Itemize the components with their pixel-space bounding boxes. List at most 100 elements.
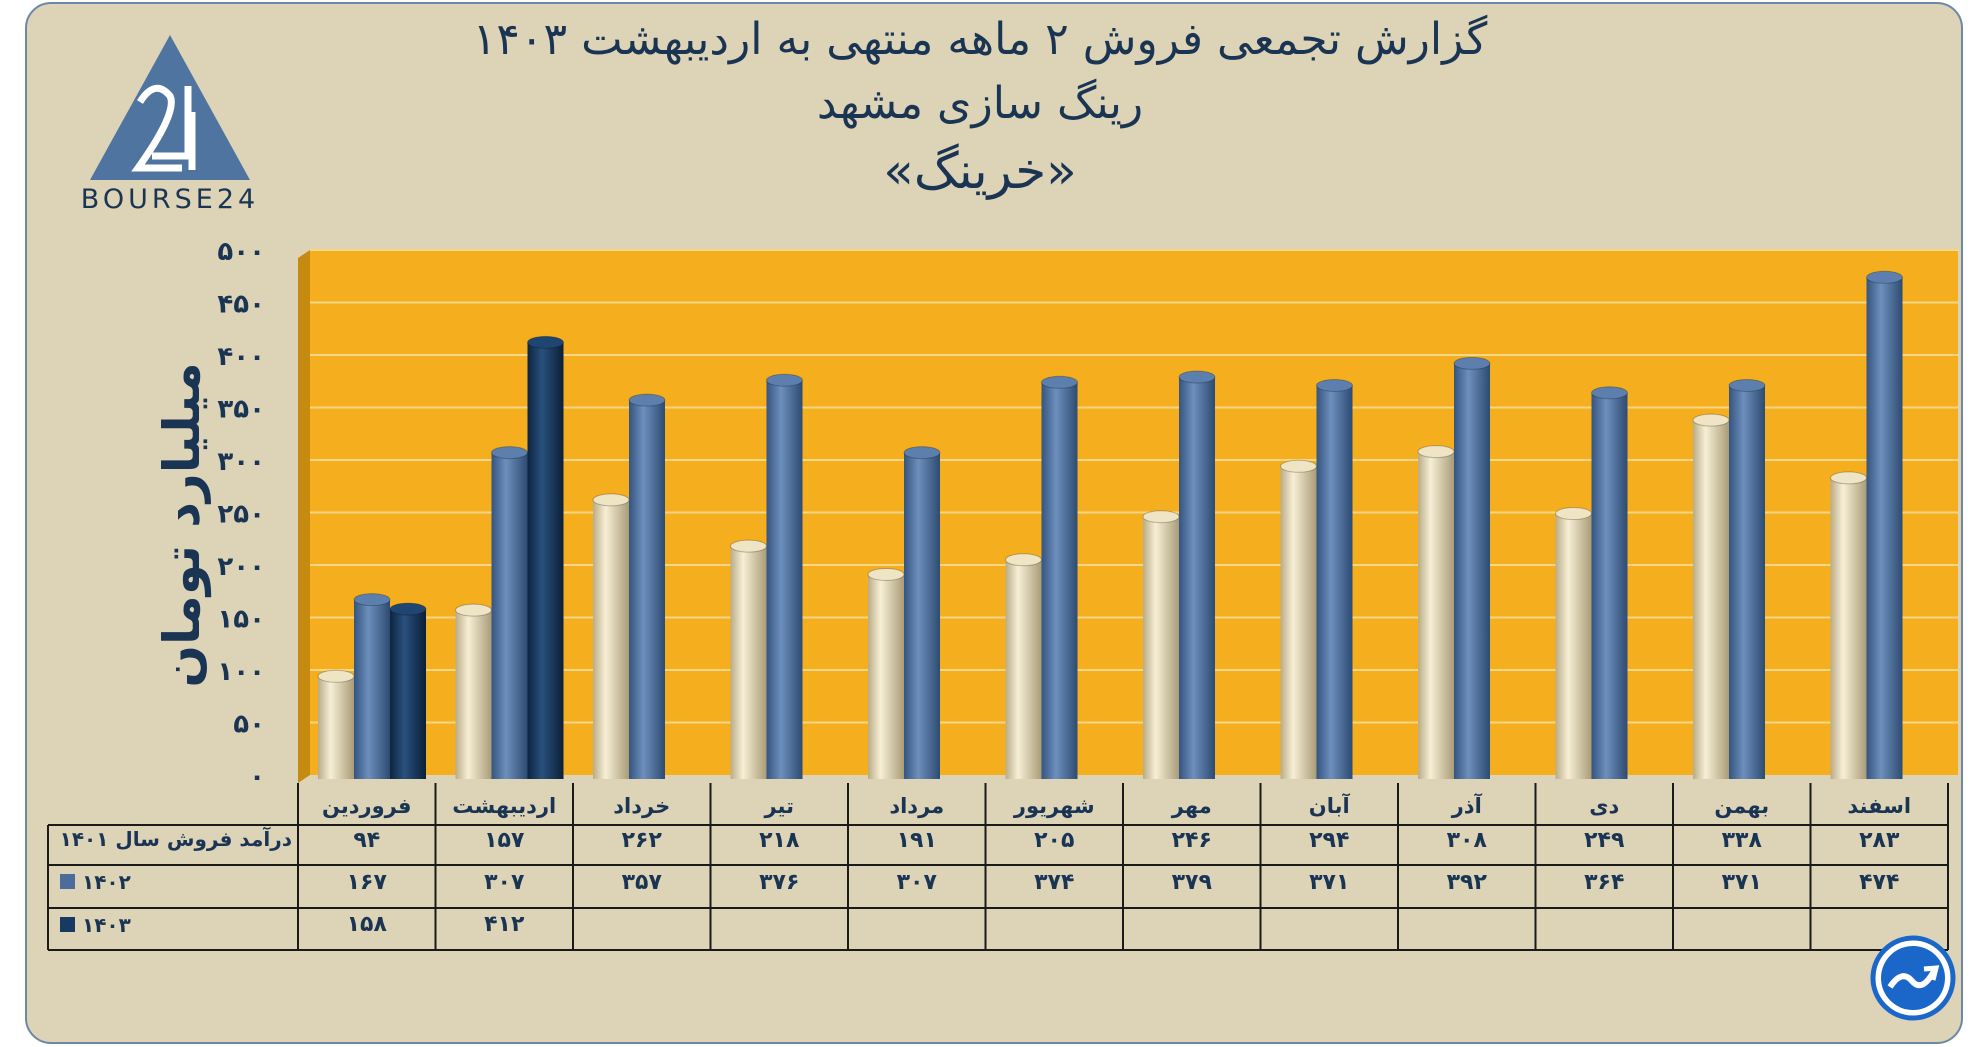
x-tick-label: دی [1589, 794, 1619, 818]
bar-cap [455, 603, 492, 617]
y-tick-label: ۵۰ [233, 710, 265, 740]
bar-cap [527, 335, 564, 349]
company-symbol: «خرینگ» [883, 142, 1077, 200]
legend-label-1402: ۱۴۰۲ [82, 870, 131, 894]
data-label: ۳۰۷ [897, 870, 938, 895]
y-tick-label: ۴۵۰ [217, 290, 265, 320]
bar-cap [1692, 413, 1730, 427]
y-tick-label: ۱۵۰ [217, 605, 265, 635]
bar [1280, 466, 1317, 779]
data-label: ۳۷۹ [1172, 870, 1212, 895]
bar-cap [1555, 507, 1592, 521]
trend-arrow-icon[interactable] [1870, 935, 1956, 1021]
data-label: ۲۴۶ [1172, 828, 1212, 853]
data-label: ۱۵۸ [347, 912, 388, 937]
bar [1041, 382, 1078, 779]
bar [354, 599, 390, 779]
data-label: ۱۶۷ [347, 870, 388, 895]
bar [527, 342, 564, 779]
data-label: ۳۵۷ [622, 870, 663, 895]
x-tick-label: تیر [763, 794, 794, 818]
data-label: ۳۳۸ [1722, 828, 1763, 853]
plot-side-wall [298, 250, 310, 783]
data-label: ۲۹۴ [1309, 828, 1349, 853]
legend-label-1401: درآمد فروش سال ۱۴۰۱ [60, 826, 292, 851]
data-label: ۱۹۱ [897, 828, 937, 853]
logo-text: BOURSE24 [80, 184, 260, 215]
data-label: ۱۵۷ [484, 828, 525, 853]
bar [1005, 559, 1042, 779]
x-tick-label: بهمن [1714, 794, 1769, 818]
y-tick-label: ۲۰۰ [217, 552, 265, 582]
y-tick-label: ۵۰۰ [217, 237, 265, 267]
bar-cap [1142, 510, 1180, 524]
data-label: ۳۰۷ [484, 870, 525, 895]
data-label: ۲۰۵ [1034, 828, 1074, 853]
bar [868, 574, 904, 779]
bar-cap [730, 539, 767, 553]
y-tick-label: ۴۰۰ [217, 342, 265, 372]
bar-cap [903, 446, 941, 460]
bar [730, 546, 767, 779]
x-tick-label: مهر [1171, 794, 1212, 818]
legend-label-1403: ۱۴۰۳ [82, 913, 131, 937]
x-tick-label: شهریور [1013, 794, 1095, 818]
bar-cap [1728, 378, 1766, 392]
bar-cap [1280, 459, 1317, 473]
bar [390, 609, 426, 779]
chart-title: گزارش تجمعی فروش ۲ ماهه منتهی به اردیبهش… [472, 14, 1488, 65]
data-label: ۲۶۲ [622, 828, 663, 853]
data-label: ۹۴ [353, 828, 380, 853]
bar-cap [592, 493, 630, 507]
bar [1591, 392, 1628, 779]
bar-cap [1005, 553, 1042, 567]
data-label: ۳۹۲ [1447, 870, 1488, 895]
x-tick-label: مرداد [889, 794, 944, 818]
bar [629, 400, 665, 779]
bar-cap [1830, 471, 1867, 485]
bar [1729, 385, 1765, 779]
data-label: ۳۰۸ [1447, 828, 1488, 853]
data-label: ۳۶۴ [1584, 870, 1624, 895]
bar [904, 452, 940, 779]
data-label: ۳۷۶ [759, 870, 799, 895]
x-tick-label: اردیبهشت [452, 794, 556, 818]
y-tick-label: ۳۰۰ [217, 447, 265, 477]
data-label: ۴۷۴ [1859, 870, 1899, 895]
bar-cap [867, 567, 905, 581]
data-label: ۲۴۹ [1584, 828, 1624, 853]
data-label: ۴۱۲ [484, 912, 525, 937]
bar-cap [389, 602, 427, 616]
bar-cap [353, 593, 391, 607]
legend-swatch-1403 [60, 917, 75, 932]
bar [1693, 420, 1729, 779]
bar [491, 452, 528, 779]
bourse24-logo-icon [90, 35, 250, 180]
bar [1830, 477, 1867, 779]
bar-cap [1178, 370, 1216, 384]
bar [1454, 363, 1490, 779]
bar [318, 676, 354, 779]
bar [1143, 516, 1179, 779]
x-tick-label: آبان [1309, 793, 1351, 818]
bar [1179, 377, 1215, 779]
bar [1418, 451, 1454, 779]
bar [593, 499, 629, 779]
bar-cap [491, 446, 528, 460]
bar-cap [1041, 375, 1078, 389]
bar-cap [1866, 270, 1903, 284]
chart-subtitle: رینگ سازی مشهد [816, 78, 1144, 129]
data-label: ۲۸۳ [1859, 828, 1900, 853]
bar-cap [1591, 386, 1628, 400]
bar-cap [1417, 445, 1455, 459]
data-label: ۳۷۱ [1309, 870, 1349, 895]
y-tick-label: ۱۰۰ [217, 657, 265, 687]
bar-cap [1316, 378, 1353, 392]
x-tick-label: اسفند [1847, 794, 1911, 818]
y-axis-label: میلیارد تومان [153, 362, 211, 688]
data-label: ۳۷۱ [1722, 870, 1762, 895]
bar [766, 380, 803, 779]
bar [455, 610, 492, 779]
bar-cap [766, 373, 803, 387]
